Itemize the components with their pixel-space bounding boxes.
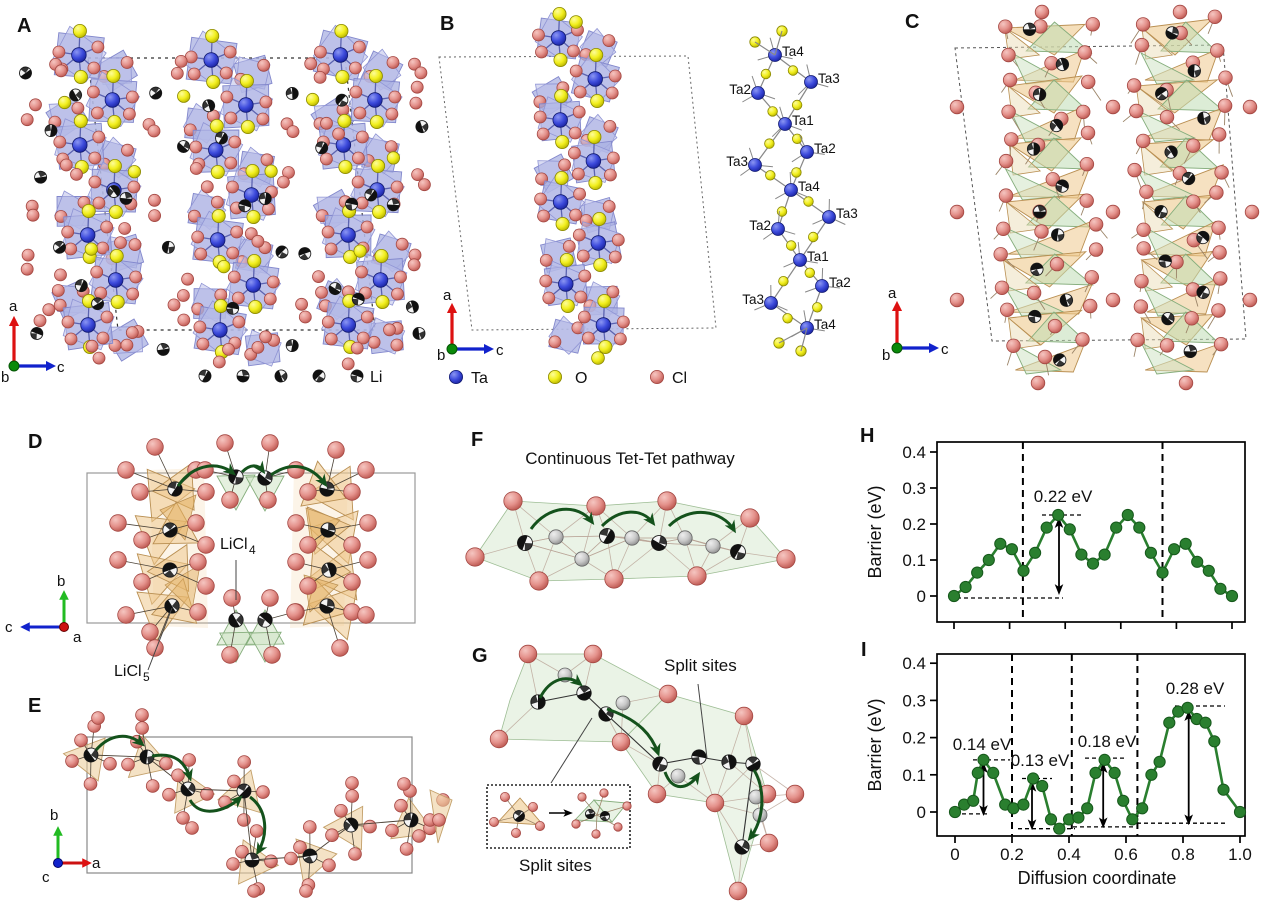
svg-text:c: c bbox=[57, 359, 65, 376]
svg-text:0.22 eV: 0.22 eV bbox=[1034, 487, 1093, 506]
svg-text:0.4: 0.4 bbox=[1057, 845, 1081, 864]
svg-text:b: b bbox=[50, 807, 58, 824]
svg-text:Ta2: Ta2 bbox=[814, 141, 836, 156]
svg-text:F: F bbox=[471, 429, 483, 451]
svg-text:c: c bbox=[941, 341, 949, 358]
svg-text:0.8: 0.8 bbox=[1171, 845, 1195, 864]
svg-text:Continuous Tet-Tet pathway: Continuous Tet-Tet pathway bbox=[525, 449, 735, 468]
svg-text:A: A bbox=[17, 15, 31, 37]
svg-text:0.1: 0.1 bbox=[902, 551, 926, 570]
svg-text:c: c bbox=[42, 869, 50, 886]
svg-text:Barrier (eV): Barrier (eV) bbox=[865, 698, 885, 791]
svg-text:Diffusion coordinate: Diffusion coordinate bbox=[1018, 868, 1177, 888]
svg-text:Ta3: Ta3 bbox=[742, 292, 764, 307]
svg-text:LiCl: LiCl bbox=[220, 536, 248, 553]
svg-text:Ta2: Ta2 bbox=[749, 218, 771, 233]
svg-text:D: D bbox=[28, 431, 42, 453]
svg-text:b: b bbox=[882, 347, 890, 364]
svg-text:0.2: 0.2 bbox=[902, 729, 926, 748]
svg-text:G: G bbox=[472, 645, 488, 667]
svg-text:0.6: 0.6 bbox=[1114, 845, 1138, 864]
svg-text:C: C bbox=[905, 11, 919, 33]
svg-text:Ta2: Ta2 bbox=[729, 82, 751, 97]
svg-text:O: O bbox=[575, 370, 587, 387]
svg-text:b: b bbox=[437, 347, 445, 364]
svg-text:0.4: 0.4 bbox=[902, 443, 926, 462]
svg-text:0: 0 bbox=[917, 587, 926, 606]
svg-text:0.3: 0.3 bbox=[902, 479, 926, 498]
svg-text:Ta3: Ta3 bbox=[818, 71, 840, 86]
svg-text:c: c bbox=[5, 619, 13, 636]
svg-text:0.18 eV: 0.18 eV bbox=[1078, 732, 1137, 751]
svg-text:0.14 eV: 0.14 eV bbox=[953, 735, 1012, 754]
svg-text:0.13 eV: 0.13 eV bbox=[1011, 751, 1070, 770]
svg-text:b: b bbox=[1, 369, 9, 386]
svg-text:a: a bbox=[73, 629, 82, 646]
svg-text:a: a bbox=[888, 285, 897, 302]
svg-text:a: a bbox=[92, 855, 101, 872]
svg-text:a: a bbox=[443, 287, 452, 304]
svg-text:5: 5 bbox=[143, 670, 150, 684]
svg-text:b: b bbox=[57, 573, 65, 590]
svg-text:Ta: Ta bbox=[471, 370, 488, 387]
svg-text:0: 0 bbox=[917, 803, 926, 822]
svg-text:Ta3: Ta3 bbox=[836, 206, 858, 221]
svg-text:Ta2: Ta2 bbox=[829, 275, 851, 290]
svg-text:LiCl: LiCl bbox=[114, 663, 142, 680]
svg-text:4: 4 bbox=[249, 543, 256, 557]
svg-text:0.28 eV: 0.28 eV bbox=[1166, 679, 1225, 698]
svg-text:a: a bbox=[9, 298, 18, 315]
svg-text:Split sites: Split sites bbox=[519, 856, 592, 875]
svg-text:0.2: 0.2 bbox=[902, 515, 926, 534]
svg-text:0.2: 0.2 bbox=[1000, 845, 1024, 864]
svg-text:B: B bbox=[440, 13, 454, 35]
svg-text:c: c bbox=[496, 342, 504, 359]
svg-text:Li: Li bbox=[370, 369, 382, 386]
svg-text:Ta4: Ta4 bbox=[782, 44, 804, 59]
svg-text:0.1: 0.1 bbox=[902, 766, 926, 785]
svg-text:Ta4: Ta4 bbox=[798, 179, 820, 194]
svg-text:Ta1: Ta1 bbox=[807, 249, 829, 264]
svg-text:Barrier (eV): Barrier (eV) bbox=[865, 485, 885, 578]
svg-text:H: H bbox=[860, 425, 874, 447]
svg-text:E: E bbox=[28, 695, 41, 717]
svg-text:0: 0 bbox=[950, 845, 959, 864]
svg-text:1.0: 1.0 bbox=[1228, 845, 1252, 864]
svg-text:Ta1: Ta1 bbox=[792, 113, 814, 128]
svg-text:Split sites: Split sites bbox=[664, 656, 737, 675]
svg-text:I: I bbox=[861, 639, 867, 661]
svg-text:Ta3: Ta3 bbox=[726, 154, 748, 169]
svg-text:Cl: Cl bbox=[672, 370, 687, 387]
svg-text:0.4: 0.4 bbox=[902, 654, 926, 673]
svg-text:Ta4: Ta4 bbox=[814, 317, 836, 332]
svg-text:0.3: 0.3 bbox=[902, 691, 926, 710]
